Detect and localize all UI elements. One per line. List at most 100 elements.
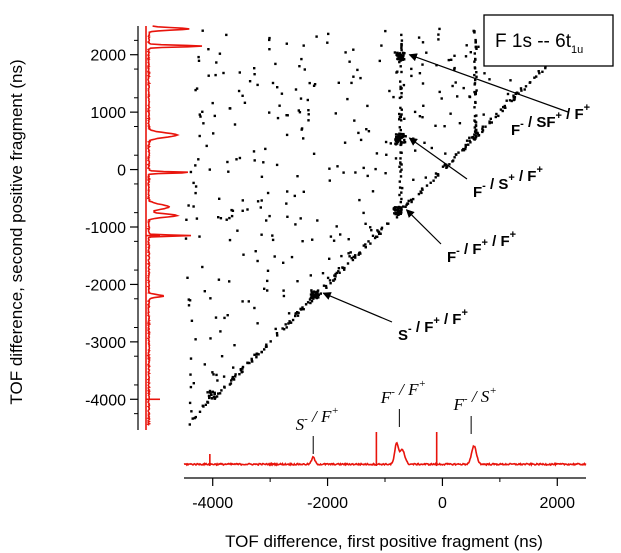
scatter-point — [434, 124, 437, 127]
scatter-point — [477, 134, 481, 137]
scatter-point — [216, 379, 219, 382]
scatter-point — [242, 253, 245, 256]
scatter-point — [230, 208, 233, 212]
scatter-point — [195, 217, 199, 220]
scatter-point — [312, 152, 316, 155]
scatter-point — [358, 198, 361, 202]
scatter-point — [353, 119, 356, 122]
scatter-point — [451, 160, 454, 163]
scatter-point — [464, 147, 467, 151]
scatter-point — [217, 278, 221, 281]
scatter-point — [465, 139, 469, 142]
scatter-point — [328, 279, 332, 282]
scatter-point — [335, 225, 338, 228]
scatter-point — [394, 209, 397, 212]
scatter-point — [396, 137, 399, 140]
scatter-point — [400, 163, 403, 166]
y-tick-label: -4000 — [85, 392, 126, 409]
scatter-point — [512, 98, 515, 102]
scatter-point — [430, 146, 433, 150]
scatter-point — [311, 238, 314, 241]
scatter-point — [228, 216, 231, 220]
scatter-point — [380, 228, 383, 231]
scatter-point — [398, 211, 402, 214]
scatter-point — [468, 139, 471, 142]
scatter-point — [266, 269, 270, 272]
scatter-point — [184, 237, 188, 240]
scatter-point — [535, 75, 538, 78]
scatter-point — [501, 109, 504, 113]
scatter-point — [203, 363, 206, 366]
scatter-point — [300, 128, 303, 131]
scatter-point — [351, 258, 355, 262]
y-tick-label: 2000 — [90, 48, 126, 65]
scatter-point — [400, 197, 403, 201]
scatter-point — [346, 97, 349, 101]
scatter-point — [399, 175, 403, 178]
scatter-point — [214, 73, 217, 77]
scatter-point — [400, 95, 403, 99]
scatter-point — [268, 214, 271, 218]
scatter-point — [473, 66, 477, 69]
scatter-point — [509, 79, 512, 82]
scatter-point — [281, 327, 284, 330]
scatter-point — [401, 58, 405, 61]
scatter-point — [231, 375, 234, 379]
scatter-point — [300, 57, 303, 61]
scatter-point — [457, 151, 460, 154]
scatter-point — [473, 130, 477, 133]
scatter-point — [237, 89, 241, 93]
scatter-point — [208, 395, 211, 398]
scatter-point — [263, 287, 266, 290]
scatter-point — [520, 89, 523, 92]
scatter-point — [401, 133, 405, 136]
scatter-point — [212, 373, 215, 376]
scatter-point — [230, 214, 234, 218]
scatter-point — [215, 395, 219, 398]
scatter-point — [259, 206, 262, 209]
scatter-point — [490, 121, 493, 124]
scatter-point — [475, 75, 478, 78]
scatter-point — [211, 101, 214, 105]
scatter-point — [422, 104, 425, 107]
scatter-point — [347, 238, 350, 241]
projection-peak-label: F- / S+ — [453, 385, 497, 414]
scatter-point — [332, 279, 335, 282]
scatter-point — [400, 48, 403, 52]
scatter-point — [364, 246, 367, 249]
scatter-point — [215, 61, 218, 64]
scatter-point — [449, 112, 452, 115]
scatter-point — [354, 171, 357, 174]
scatter-point — [475, 47, 478, 50]
scatter-point — [404, 135, 407, 138]
scatter-point — [512, 94, 515, 97]
scatter-point — [205, 144, 208, 148]
scatter-point — [209, 297, 212, 300]
scatter-point — [268, 48, 271, 51]
scatter-point — [328, 179, 331, 182]
cluster-annotation-label: S- / F+ / F+ — [398, 307, 468, 344]
scatter-point — [389, 142, 392, 145]
scatter-point — [362, 166, 365, 170]
scatter-point — [268, 111, 271, 114]
scatter-point — [194, 191, 197, 195]
annotation-arrow — [408, 53, 569, 113]
scatter-point — [219, 330, 222, 333]
scatter-point — [256, 322, 259, 325]
scatter-point — [481, 125, 484, 128]
scatter-point — [473, 114, 477, 118]
scatter-point — [326, 41, 329, 44]
scatter-point — [365, 128, 368, 131]
scatter-point — [399, 115, 402, 118]
scatter-point — [398, 56, 401, 59]
scatter-point — [255, 356, 258, 359]
scatter-point — [336, 165, 339, 168]
scatter-point — [384, 29, 387, 33]
scatter-point — [400, 141, 403, 144]
scatter-point — [397, 206, 400, 210]
scatter-point — [375, 152, 379, 155]
scatter-point — [481, 127, 484, 130]
scatter-point — [313, 83, 317, 86]
scatter-point — [399, 85, 402, 88]
scatter-point — [303, 68, 306, 71]
